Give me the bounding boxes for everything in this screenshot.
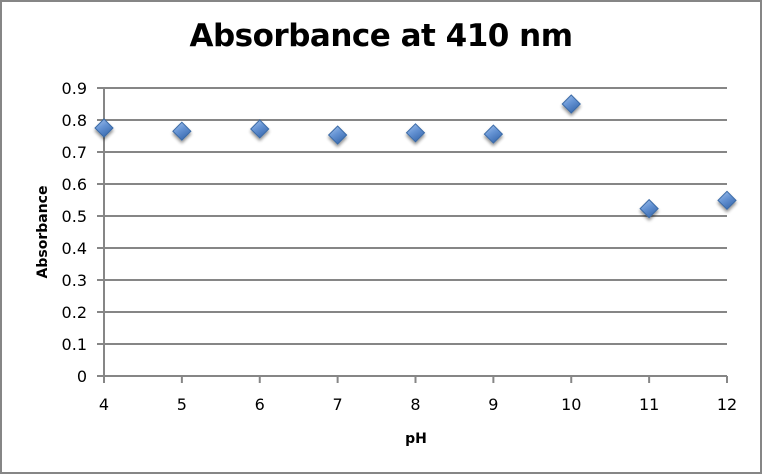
x-tick-label: 6 xyxy=(255,395,265,414)
x-tick-label: 9 xyxy=(488,395,498,414)
y-tick-label: 0.4 xyxy=(62,239,87,258)
y-tick-label: 0.5 xyxy=(62,207,87,226)
x-tick-label: 4 xyxy=(99,395,109,414)
data-point-diamond-icon xyxy=(250,119,270,139)
x-tick-label: 5 xyxy=(177,395,187,414)
y-tick-label: 0.9 xyxy=(62,79,87,98)
x-tick-label: 12 xyxy=(717,395,737,414)
y-tick-label: 0.7 xyxy=(62,143,87,162)
x-axis-ticks: 4 5 6 7 8 9 10 11 12 xyxy=(99,395,737,414)
x-tick-label: 11 xyxy=(639,395,659,414)
data-point-diamond-icon xyxy=(483,124,504,144)
y-tick-label: 0.8 xyxy=(62,111,87,130)
y-tick-label: 0.6 xyxy=(62,175,87,194)
y-axis-ticks: 0 0.1 0.2 0.3 0.4 0.5 0.6 0.7 0.8 0.9 xyxy=(62,79,87,386)
data-series xyxy=(94,94,737,219)
data-point-diamond-icon xyxy=(561,94,581,114)
data-point-diamond-icon xyxy=(717,190,737,211)
x-axis-title: pH xyxy=(405,431,427,447)
y-tick-label: 0 xyxy=(77,367,87,386)
data-point-diamond-icon xyxy=(172,121,192,141)
data-point-diamond-icon xyxy=(327,125,348,145)
data-point-diamond-icon xyxy=(405,123,426,143)
x-tick-label: 8 xyxy=(410,395,420,414)
y-tick-label: 0.2 xyxy=(62,303,87,322)
data-point-diamond-icon xyxy=(639,198,659,219)
x-tick-label: 10 xyxy=(561,395,581,414)
x-tick-label: 7 xyxy=(333,395,343,414)
y-axis-title: Absorbance xyxy=(35,186,51,279)
y-tick-label: 0.3 xyxy=(62,271,87,290)
data-point-diamond-icon xyxy=(94,118,114,138)
y-tick-label: 0.1 xyxy=(62,335,87,354)
chart-title: Absorbance at 410 nm xyxy=(189,18,574,54)
